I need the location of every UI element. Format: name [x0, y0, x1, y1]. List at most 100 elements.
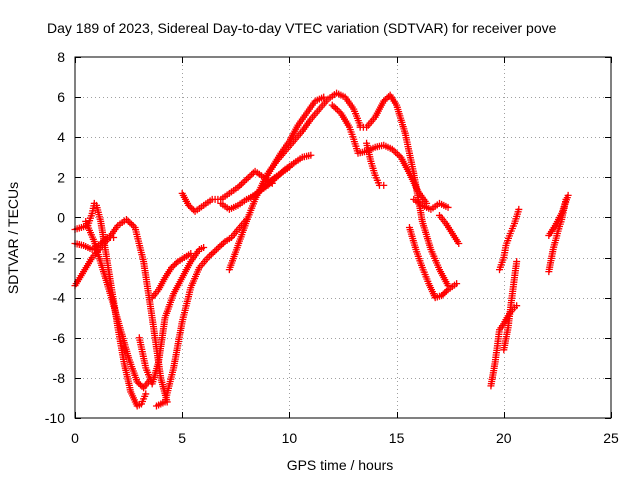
- series-track-p: [405, 223, 461, 302]
- data-point-marker: [564, 191, 572, 199]
- data-point-marker: [97, 240, 105, 248]
- data-point-marker: [142, 390, 150, 398]
- marker-trail: [121, 362, 134, 394]
- marker-trail: [258, 183, 270, 194]
- marker-trail: [228, 202, 240, 212]
- marker-trail: [150, 288, 161, 300]
- marker-trail: [504, 292, 516, 329]
- marker-trail: [90, 241, 103, 252]
- y-tick-label: 4: [57, 129, 65, 145]
- marker-trail: [338, 111, 352, 129]
- marker-trail: [214, 239, 227, 252]
- marker-trail: [265, 159, 279, 175]
- marker-trail: [503, 232, 513, 247]
- marker-trail: [140, 260, 156, 319]
- y-axis-label: SDTVAR / TECUs: [5, 182, 21, 294]
- marker-trail: [188, 266, 202, 289]
- marker-trail: [343, 95, 356, 111]
- marker-trail: [197, 256, 210, 270]
- marker-trail: [228, 185, 240, 196]
- marker-trail: [368, 160, 378, 177]
- marker-trail: [274, 167, 287, 180]
- marker-trail: [406, 226, 419, 251]
- y-tick-label: -6: [53, 330, 66, 346]
- marker-trail: [398, 155, 412, 175]
- marker-trail: [446, 281, 458, 292]
- marker-trail: [335, 90, 347, 100]
- series-track-g: [148, 250, 195, 302]
- marker-trail: [155, 399, 167, 409]
- series-track-n: [356, 91, 452, 290]
- data-point-marker: [513, 258, 521, 266]
- marker-trail: [373, 142, 386, 151]
- marker-trail: [421, 202, 433, 212]
- marker-trail: [545, 248, 557, 273]
- marker-trail: [439, 287, 450, 298]
- marker-trail: [438, 200, 450, 210]
- marker-trail: [108, 296, 123, 330]
- data-point-marker: [213, 246, 221, 254]
- x-tick-label: 10: [282, 430, 298, 446]
- marker-trail: [162, 292, 177, 319]
- data-point-marker: [328, 101, 336, 109]
- marker-trail: [80, 222, 90, 231]
- data-point-marker: [453, 280, 461, 288]
- marker-trail: [249, 189, 261, 200]
- marker-trail: [350, 138, 361, 155]
- marker-trail: [186, 203, 197, 214]
- series-track-l: [264, 89, 364, 177]
- marker-trail: [507, 222, 517, 235]
- x-tick-label: 20: [496, 430, 512, 446]
- series-track-q: [410, 195, 452, 213]
- marker-trail: [82, 243, 94, 252]
- data-point-marker: [380, 181, 388, 189]
- marker-trail: [141, 378, 152, 390]
- data-point-marker: [185, 201, 193, 209]
- series-track-m: [328, 101, 431, 207]
- marker-trail: [176, 255, 186, 264]
- marker-trail: [388, 93, 399, 107]
- y-tick-label: -10: [45, 410, 65, 426]
- marker-trail: [372, 99, 387, 119]
- marker-trail: [309, 107, 322, 121]
- marker-trail: [132, 226, 147, 263]
- marker-trail: [433, 292, 443, 301]
- marker-trail: [124, 217, 137, 230]
- marker-trail: [266, 175, 279, 188]
- marker-trail: [511, 208, 522, 225]
- plot-frame: [74, 56, 612, 419]
- marker-trail: [236, 197, 248, 208]
- series-track-e: [135, 244, 208, 388]
- series-track-c: [82, 217, 154, 392]
- marker-trail: [135, 379, 146, 390]
- data-point-marker: [444, 203, 452, 211]
- marker-trail: [170, 320, 186, 370]
- marker-trail: [487, 360, 499, 388]
- data-point-marker: [187, 250, 195, 258]
- series-track-f: [152, 215, 251, 410]
- marker-trail: [162, 266, 174, 280]
- marker-trail: [393, 103, 408, 135]
- data-point-marker: [320, 93, 328, 101]
- data-point-marker: [513, 302, 521, 310]
- marker-trail: [155, 316, 169, 364]
- data-point-marker: [204, 254, 212, 262]
- marker-trail: [317, 97, 330, 111]
- marker-trail: [402, 131, 417, 175]
- marker-trail: [292, 155, 304, 166]
- marker-trail: [291, 129, 304, 143]
- marker-trail: [437, 268, 451, 288]
- marker-trail: [211, 195, 222, 203]
- marker-trail: [287, 123, 301, 143]
- marker-trail: [346, 126, 357, 141]
- marker-trail: [426, 282, 438, 300]
- series-track-j: [225, 93, 328, 274]
- y-tick-label: -2: [53, 250, 66, 266]
- marker-trail: [253, 169, 265, 180]
- marker-trail: [419, 266, 432, 285]
- marker-trail: [554, 218, 565, 235]
- marker-trail: [116, 217, 128, 228]
- marker-trail: [283, 161, 295, 172]
- marker-trail: [443, 222, 455, 235]
